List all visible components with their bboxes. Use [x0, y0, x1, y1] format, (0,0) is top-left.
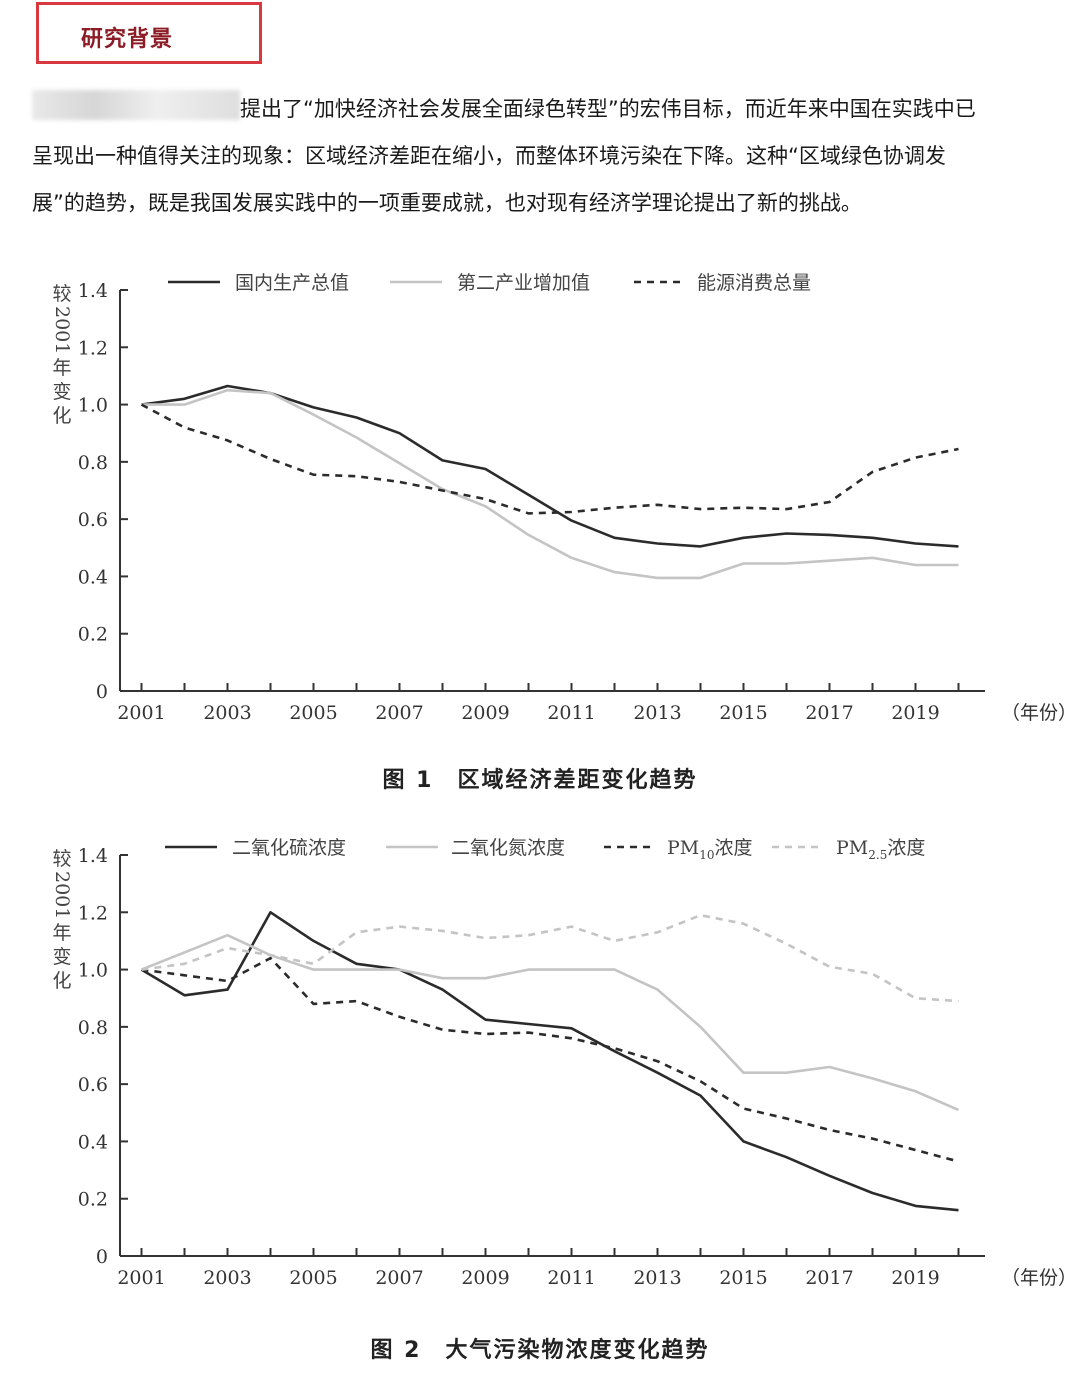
- intro-line-2: 呈现出一种值得关注的现象：区域经济差距在缩小，而整体环境污染在下降。这种“区域绿…: [32, 144, 946, 168]
- legend-label-4: PM2.5浓度: [836, 837, 925, 862]
- series-line-3: [141, 956, 959, 1163]
- x-tick-label: 2007: [375, 702, 423, 724]
- y-tick-label: 0.8: [78, 1017, 108, 1039]
- y-tick-label: 0: [96, 681, 108, 703]
- x-tick-label: 2001: [117, 1267, 165, 1289]
- x-tick-label: 2013: [633, 702, 681, 724]
- x-axis-unit: （年份）: [1001, 702, 1077, 724]
- legend-label-1: 二氧化硫浓度: [232, 837, 346, 859]
- figure-1-caption: 图 1 区域经济差距变化趋势: [382, 768, 698, 793]
- series-line-4: [141, 913, 959, 1003]
- legend: 国内生产总值 第二产业增加值 能源消费总量: [168, 272, 811, 294]
- x-tick-label: 2019: [891, 1267, 939, 1289]
- y-tick-label: 1.4: [78, 845, 108, 867]
- figure-2-caption: 图 2 大气污染物浓度变化趋势: [370, 1338, 710, 1363]
- legend: 二氧化硫浓度 二氧化氮浓度 PM10浓度 PM2.5浓度: [165, 837, 925, 862]
- y-tick-label: 1.2: [78, 902, 108, 924]
- x-tick-label: 2009: [461, 1267, 509, 1289]
- y-tick-label: 1.2: [78, 337, 108, 359]
- y-axis-label-part: 化: [52, 405, 71, 427]
- legend-label-2: 第二产业增加值: [457, 272, 590, 294]
- x-tick-label: 2017: [805, 1267, 853, 1289]
- series-line-1: [140, 911, 959, 1212]
- x-tick-label: 2009: [461, 702, 509, 724]
- y-axis-label-part: 年: [52, 922, 71, 944]
- y-tick-label: 0.2: [78, 624, 108, 646]
- legend-label-3: 能源消费总量: [697, 272, 811, 294]
- x-axis-unit: （年份）: [1001, 1267, 1077, 1289]
- legend-label-3: PM10浓度: [667, 837, 753, 862]
- y-tick-label: 1.0: [78, 395, 108, 417]
- x-tick-label: 2019: [891, 702, 939, 724]
- intro-line-3: 展”的趋势，既是我国发展实践中的一项重要成就，也对现有经济学理论提出了新的挑战。: [32, 191, 862, 215]
- axes: 0 0.2 0.4 0.6 0.8 1.0 1.2 1.4 2001 2003 2005 2007 20…: [78, 280, 1077, 724]
- legend-label-1: 国内生产总值: [235, 272, 349, 294]
- x-tick-label: 2011: [547, 702, 595, 724]
- x-tick-label: 2003: [203, 1267, 251, 1289]
- series-line-2: [141, 388, 959, 580]
- y-tick-label: 1.4: [78, 280, 108, 302]
- x-tick-label: 2005: [289, 1267, 337, 1289]
- series-line-3: [140, 403, 959, 515]
- y-tick-label: 0.4: [78, 566, 108, 588]
- x-tick-label: 2017: [805, 702, 853, 724]
- x-tick-label: 2015: [719, 702, 767, 724]
- x-tick-label: 2011: [547, 1267, 595, 1289]
- section-header-box: 研究背景: [36, 2, 262, 64]
- y-tick-label: 1.0: [78, 960, 108, 982]
- blurred-text-redaction: [32, 90, 240, 120]
- legend-label-2: 二氧化氮浓度: [451, 837, 565, 859]
- y-tick-label: 0.2: [78, 1189, 108, 1211]
- intro-line-1: 提出了“加快经济社会发展全面绿色转型”的宏伟目标，而近年来中国在实践中已: [240, 97, 976, 121]
- y-axis-label-part: 较: [52, 848, 71, 870]
- axes: 0 0.2 0.4 0.6 0.8 1.0 1.2 1.4 2001 2003 2005 2007 20…: [78, 845, 1077, 1289]
- y-tick-label: 0.6: [78, 509, 108, 531]
- y-tick-label: 0.6: [78, 1074, 108, 1096]
- y-tick-label: 0: [96, 1246, 108, 1268]
- x-tick-label: 2005: [289, 702, 337, 724]
- x-tick-label: 2015: [719, 1267, 767, 1289]
- section-title: 研究背景: [81, 27, 174, 52]
- x-tick-label: 2001: [117, 702, 165, 724]
- y-axis-label-part: 化: [52, 970, 71, 992]
- x-tick-label: 2007: [375, 1267, 423, 1289]
- y-tick-label: 0.4: [78, 1131, 108, 1153]
- y-axis-label-part: 2001: [51, 306, 73, 354]
- series-line-2: [141, 933, 960, 1112]
- y-axis-label-part: 较: [52, 283, 71, 305]
- y-axis-label-part: 2001: [51, 871, 73, 919]
- y-axis-label-part: 变: [52, 381, 71, 403]
- series-line-1: [141, 384, 959, 548]
- x-tick-label: 2003: [203, 702, 251, 724]
- intro-paragraph: 提出了“加快经济社会发展全面绿色转型”的宏伟目标，而近年来中国在实践中已 呈现出…: [32, 86, 1062, 227]
- x-tick-label: 2013: [633, 1267, 681, 1289]
- y-axis-label-part: 变: [52, 946, 71, 968]
- y-axis-label-part: 年: [52, 357, 71, 379]
- y-tick-label: 0.8: [78, 452, 108, 474]
